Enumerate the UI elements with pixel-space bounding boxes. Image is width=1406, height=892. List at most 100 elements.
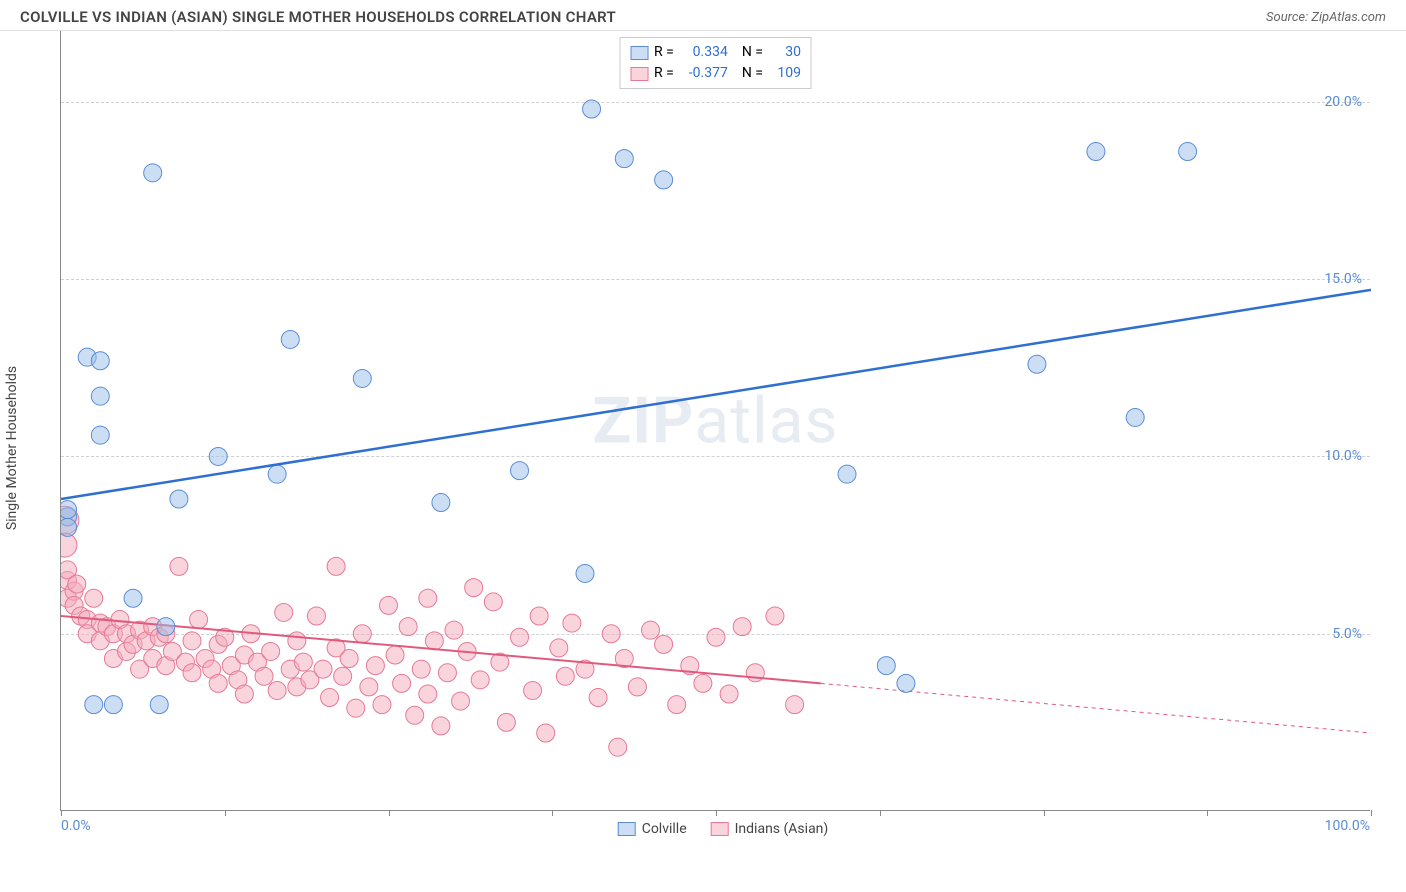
- plot-area: ZIPatlas R = 0.334 N = 30 R = -0.377 N =…: [60, 31, 1370, 811]
- scatter-point: [327, 557, 345, 575]
- scatter-point: [91, 426, 109, 444]
- scatter-point: [294, 653, 312, 671]
- scatter-point: [366, 657, 384, 675]
- scatter-point: [432, 494, 450, 512]
- scatter-point: [1087, 143, 1105, 161]
- scatter-point: [642, 621, 660, 639]
- scatter-point: [183, 632, 201, 650]
- scatter-point: [897, 674, 915, 692]
- scatter-point: [104, 696, 122, 714]
- scatter-point: [275, 603, 293, 621]
- scatter-point: [602, 625, 620, 643]
- scatter-point: [615, 150, 633, 168]
- scatter-point: [209, 674, 227, 692]
- scatter-point: [537, 724, 555, 742]
- n-label: N =: [742, 63, 763, 84]
- scatter-point: [61, 518, 77, 536]
- scatter-point: [268, 681, 286, 699]
- scatter-point: [380, 596, 398, 614]
- legend-swatch: [711, 822, 729, 836]
- scatter-point: [85, 696, 103, 714]
- xaxis-label-left: 0.0%: [61, 818, 91, 834]
- scatter-point: [85, 589, 103, 607]
- scatter-point: [576, 564, 594, 582]
- scatter-point: [877, 657, 895, 675]
- scatter-point: [150, 696, 168, 714]
- legend-swatch: [618, 822, 636, 836]
- scatter-point: [91, 387, 109, 405]
- chart-container: ZIPatlas R = 0.334 N = 30 R = -0.377 N =…: [60, 31, 1386, 811]
- scatter-point: [412, 660, 430, 678]
- scatter-point: [340, 650, 358, 668]
- stats-row-indians: R = -0.377 N = 109: [630, 63, 801, 84]
- scatter-point: [419, 685, 437, 703]
- n-label: N =: [742, 42, 763, 63]
- chart-source: Source: ZipAtlas.com: [1266, 10, 1386, 25]
- scatter-point: [419, 589, 437, 607]
- legend-label: Colville: [642, 821, 687, 837]
- scatter-point: [347, 699, 365, 717]
- scatter-point: [524, 681, 542, 699]
- scatter-point: [314, 660, 332, 678]
- scatter-point: [445, 621, 463, 639]
- scatter-point: [583, 100, 601, 118]
- scatter-point: [550, 639, 568, 657]
- scatter-point: [530, 607, 548, 625]
- stats-legend: R = 0.334 N = 30 R = -0.377 N = 109: [619, 37, 812, 89]
- scatter-point: [471, 671, 489, 689]
- scatter-point: [452, 692, 470, 710]
- r-label: R =: [654, 63, 674, 84]
- scatter-point: [353, 369, 371, 387]
- scatter-point: [334, 667, 352, 685]
- chart-header: COLVILLE VS INDIAN (ASIAN) SINGLE MOTHER…: [0, 0, 1406, 31]
- scatter-point: [563, 614, 581, 632]
- scatter-point: [170, 557, 188, 575]
- trend-line: [61, 290, 1371, 499]
- scatter-point: [438, 664, 456, 682]
- scatter-point: [655, 635, 673, 653]
- r-value-indians: -0.377: [680, 63, 728, 84]
- scatter-point: [209, 447, 227, 465]
- scatter-point: [655, 171, 673, 189]
- scatter-point: [288, 632, 306, 650]
- scatter-point: [393, 674, 411, 692]
- scatter-point: [556, 667, 574, 685]
- scatter-point: [281, 330, 299, 348]
- scatter-point: [497, 713, 515, 731]
- scatter-point: [628, 678, 646, 696]
- scatter-point: [432, 717, 450, 735]
- scatter-point: [68, 575, 86, 593]
- chart-title: COLVILLE VS INDIAN (ASIAN) SINGLE MOTHER…: [20, 8, 616, 26]
- scatter-point: [511, 628, 529, 646]
- scatter-point: [399, 618, 417, 636]
- stats-row-colville: R = 0.334 N = 30: [630, 42, 801, 63]
- scatter-point: [766, 607, 784, 625]
- scatter-point: [733, 618, 751, 636]
- scatter-point: [1126, 408, 1144, 426]
- legend-item-colville: Colville: [618, 821, 687, 837]
- scatter-point: [425, 632, 443, 650]
- scatter-point: [707, 628, 725, 646]
- scatter-point: [838, 465, 856, 483]
- scatter-point: [190, 611, 208, 629]
- swatch-indians: [630, 67, 648, 81]
- scatter-point: [1028, 355, 1046, 373]
- scatter-point: [694, 674, 712, 692]
- series-legend: Colville Indians (Asian): [618, 821, 829, 837]
- scatter-point: [255, 667, 273, 685]
- scatter-point: [465, 579, 483, 597]
- scatter-point: [307, 607, 325, 625]
- scatter-point: [268, 465, 286, 483]
- scatter-point: [183, 664, 201, 682]
- plot-svg: [61, 31, 1371, 811]
- y-axis-label: Single Mother Households: [4, 366, 20, 530]
- scatter-point: [235, 685, 253, 703]
- r-value-colville: 0.334: [680, 42, 728, 63]
- scatter-point: [373, 696, 391, 714]
- xtick: [1371, 810, 1372, 816]
- scatter-point: [157, 618, 175, 636]
- legend-item-indians: Indians (Asian): [711, 821, 829, 837]
- scatter-point: [262, 642, 280, 660]
- scatter-point: [589, 689, 607, 707]
- scatter-point: [786, 696, 804, 714]
